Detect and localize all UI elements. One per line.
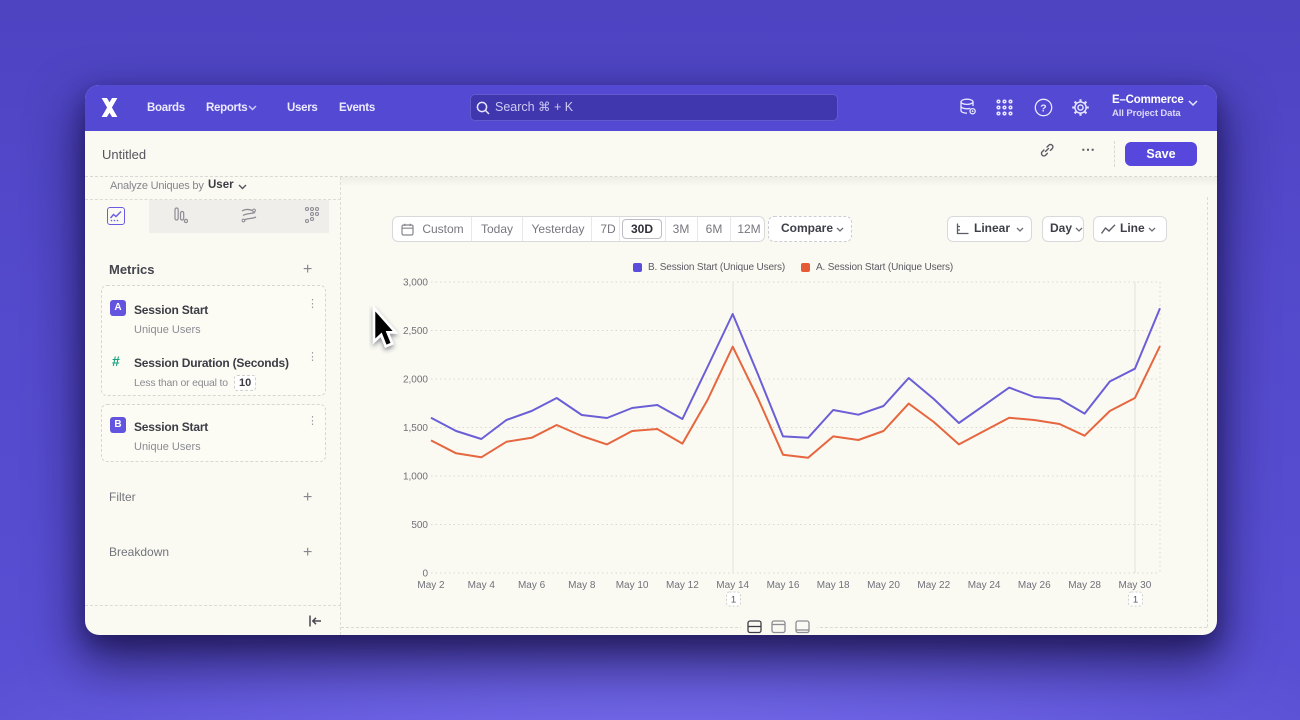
svg-text:May 28: May 28 <box>1068 580 1101 591</box>
svg-text:May 22: May 22 <box>917 580 950 591</box>
svg-text:May 14: May 14 <box>716 580 749 591</box>
svg-text:1: 1 <box>731 595 736 606</box>
svg-text:500: 500 <box>411 520 428 531</box>
svg-text:May 12: May 12 <box>666 580 699 591</box>
svg-text:0: 0 <box>422 569 428 580</box>
svg-text:1,000: 1,000 <box>403 472 428 483</box>
svg-text:May 8: May 8 <box>568 580 596 591</box>
svg-text:May 6: May 6 <box>518 580 546 591</box>
svg-text:2,500: 2,500 <box>403 326 428 337</box>
svg-text:3,000: 3,000 <box>403 278 428 289</box>
svg-text:1,500: 1,500 <box>403 423 428 434</box>
svg-text:1: 1 <box>1133 595 1138 606</box>
svg-text:May 26: May 26 <box>1018 580 1051 591</box>
svg-text:?: ? <box>1040 102 1046 114</box>
svg-text:May 30: May 30 <box>1119 580 1152 591</box>
svg-text:May 24: May 24 <box>968 580 1001 591</box>
svg-text:May 4: May 4 <box>468 580 496 591</box>
svg-text:May 20: May 20 <box>867 580 900 591</box>
svg-text:May 16: May 16 <box>767 580 800 591</box>
svg-text:2,000: 2,000 <box>403 375 428 386</box>
svg-text:May 10: May 10 <box>616 580 649 591</box>
svg-text:May 2: May 2 <box>417 580 445 591</box>
svg-text:May 18: May 18 <box>817 580 850 591</box>
